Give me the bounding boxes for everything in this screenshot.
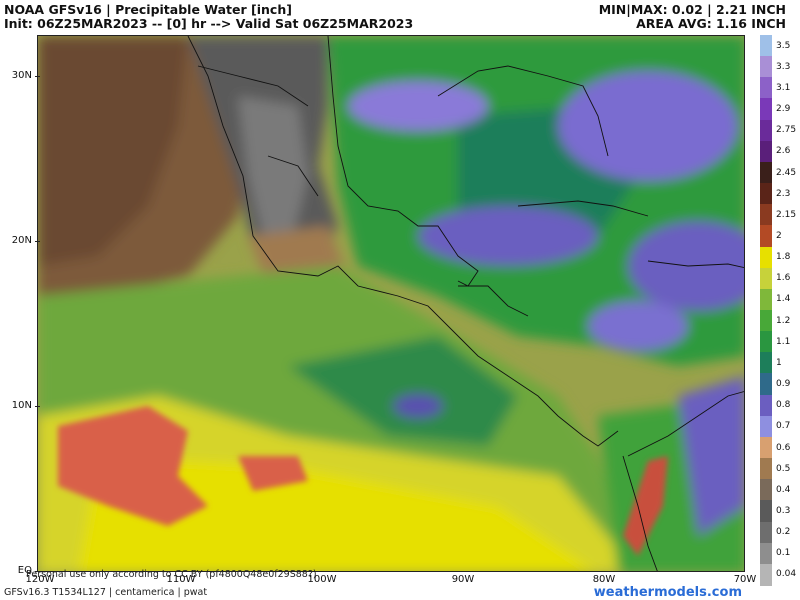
colorbar-level-label: 0.7 <box>776 421 791 432</box>
colorbar-segment <box>760 98 772 121</box>
colorbar-level-label: 2.9 <box>776 104 791 115</box>
colorbar-segment <box>760 331 772 354</box>
colorbar-segment <box>760 563 772 586</box>
colorbar <box>760 35 772 586</box>
colorbar-level-label: 0.4 <box>776 484 791 495</box>
colorbar-segment <box>760 542 772 565</box>
colorbar-level-label: 2 <box>776 230 782 241</box>
colorbar-level-label: 2.45 <box>776 167 797 178</box>
precipitable-water-map <box>37 35 745 572</box>
colorbar-level-label: 0.1 <box>776 548 791 559</box>
min-max-readout: MIN|MAX: 0.02 | 2.21 INCH <box>598 2 786 17</box>
lon-label-80w: 80W <box>592 574 616 585</box>
lat-label-30n: 30N <box>2 70 40 81</box>
colorbar-level-label: 0.04 <box>776 569 797 580</box>
colorbar-level-label: 1.4 <box>776 294 791 305</box>
colorbar-segment <box>760 183 772 206</box>
colorbar-segment <box>760 458 772 481</box>
colorbar-level-label: 3.1 <box>776 82 791 93</box>
colorbar-level-label: 2.3 <box>776 188 791 199</box>
map-title: NOAA GFSv16 | Precipitable Water [inch] <box>4 2 292 17</box>
colorbar-level-label: 0.2 <box>776 527 791 538</box>
model-metadata: GFSv16.3 T1534L127 | centamerica | pwat <box>4 587 208 598</box>
colorbar-segment <box>760 500 772 523</box>
lat-label-10n: 10N <box>2 400 40 411</box>
colorbar-segment <box>760 394 772 417</box>
colorbar-level-label: 0.3 <box>776 505 791 516</box>
colorbar-segment <box>760 267 772 290</box>
colorbar-segment <box>760 436 772 459</box>
colorbar-segment <box>760 161 772 184</box>
colorbar-segment <box>760 225 772 248</box>
colorbar-level-label: 2.15 <box>776 209 797 220</box>
brand-link[interactable]: weathermodels.com <box>593 585 742 600</box>
area-average-readout: AREA AVG: 1.16 INCH <box>636 16 786 31</box>
lat-label-eq: EQ <box>2 565 40 576</box>
colorbar-segment <box>760 352 772 375</box>
colorbar-level-label: 1.1 <box>776 336 791 347</box>
lon-label-100w: 100W <box>307 574 337 585</box>
colorbar-segment <box>760 35 772 57</box>
init-valid-line: Init: 06Z25MAR2023 -- [0] hr --> Valid S… <box>4 16 414 31</box>
colorbar-segment <box>760 56 772 79</box>
colorbar-segment <box>760 288 772 311</box>
colorbar-segment <box>760 479 772 502</box>
colorbar-level-label: 1.8 <box>776 252 791 263</box>
usage-disclaimer: Personal use only according to CC BY (pf… <box>26 569 317 580</box>
colorbar-segment <box>760 310 772 332</box>
colorbar-segment <box>760 140 772 163</box>
colorbar-level-label: 0.9 <box>776 379 791 390</box>
colorbar-level-label: 1 <box>776 357 782 368</box>
colorbar-segment <box>760 415 772 438</box>
colorbar-segment <box>760 204 772 227</box>
colorbar-level-label: 0.6 <box>776 442 791 453</box>
colorbar-segment <box>760 373 772 396</box>
colorbar-level-label: 3.5 <box>776 40 791 51</box>
colorbar-segment <box>760 119 772 142</box>
lon-label-110w: 110W <box>166 574 196 585</box>
colorbar-segment <box>760 77 772 100</box>
colorbar-level-label: 0.8 <box>776 400 791 411</box>
colorbar-level-label: 0.5 <box>776 463 791 474</box>
lon-label-70w: 70W <box>733 574 757 585</box>
colorbar-level-label: 3.3 <box>776 61 791 72</box>
colorbar-level-label: 1.6 <box>776 273 791 284</box>
lon-label-90w: 90W <box>451 574 475 585</box>
colorbar-level-label: 2.75 <box>776 125 797 136</box>
lon-label-120w: 120W <box>25 574 55 585</box>
lat-label-20n: 20N <box>2 235 40 246</box>
colorbar-level-label: 1.2 <box>776 315 791 326</box>
colorbar-level-label: 2.6 <box>776 146 791 157</box>
colorbar-segment <box>760 521 772 544</box>
colorbar-segment <box>760 246 772 269</box>
